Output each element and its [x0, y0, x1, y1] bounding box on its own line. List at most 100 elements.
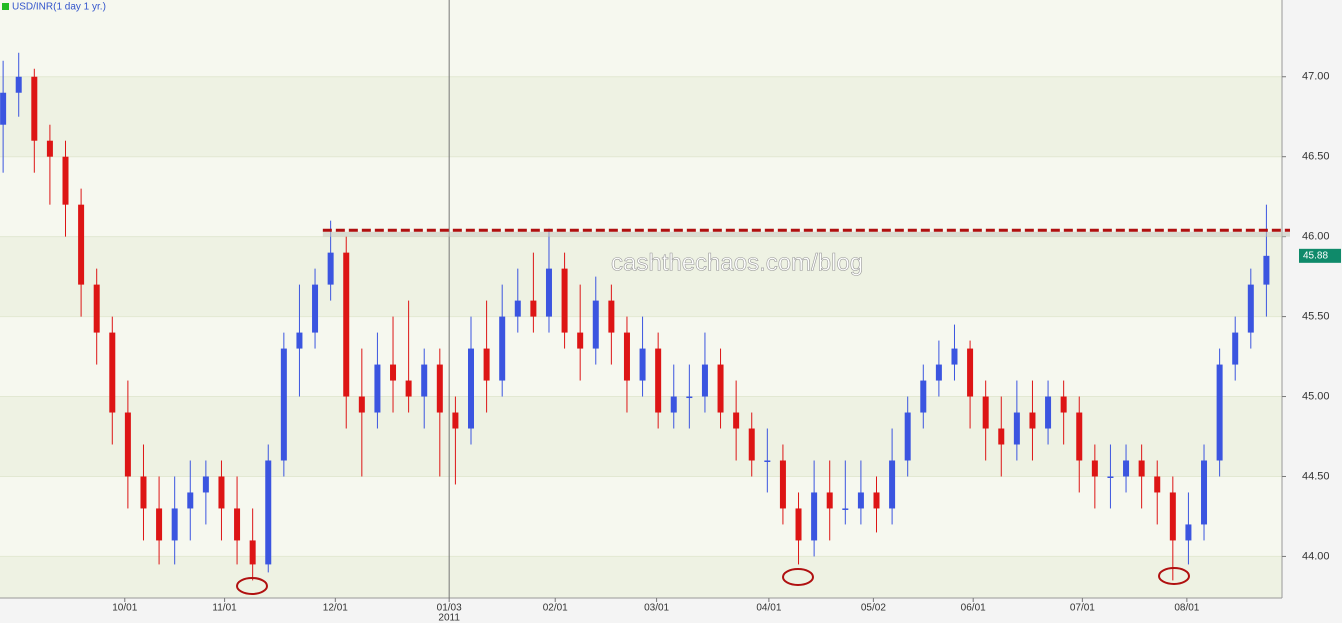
candle-body [686, 396, 693, 399]
x-tick-label: 12/01 [323, 603, 348, 614]
grid-band [0, 156, 1282, 237]
candle-body [1138, 460, 1145, 477]
candle-body [639, 348, 646, 381]
candle-body [592, 300, 599, 349]
candle-body [0, 92, 7, 125]
y-tick-label: 44.50 [1302, 470, 1330, 482]
candle-body [1076, 412, 1083, 461]
candle-body [623, 332, 630, 381]
y-tick-label: 45.50 [1302, 310, 1330, 322]
candle-body [499, 316, 506, 381]
candle-body [873, 492, 880, 509]
candle-body [93, 284, 100, 333]
candle-body [842, 508, 849, 510]
candle-body [405, 380, 412, 397]
candle-body [998, 428, 1005, 445]
candle-body [701, 364, 708, 397]
candle-body [1216, 364, 1223, 461]
x-tick-label: 04/01 [756, 603, 781, 614]
last-price-box [1299, 248, 1341, 263]
candle-body [452, 412, 459, 429]
candle-body [1060, 396, 1067, 413]
grid-band [0, 476, 1282, 557]
candle-body [608, 300, 615, 333]
chart-title: USD/INR(1 day 1 yr.) [12, 2, 106, 13]
candle-body [140, 476, 147, 509]
candle-body [1123, 460, 1130, 477]
x-tick-label: 05/02 [861, 603, 886, 614]
candle-body [748, 428, 755, 461]
candle-body [436, 364, 443, 413]
candle-body [1013, 412, 1020, 445]
candle-body [327, 252, 334, 285]
highlight-ellipse [782, 568, 814, 586]
candle-body [265, 460, 272, 565]
candle-body [249, 540, 256, 565]
candle-body [779, 460, 786, 509]
candle-body [234, 508, 241, 541]
highlight-ellipse [1158, 567, 1190, 585]
candle-body [187, 492, 194, 509]
x-tick-label: 10/01 [112, 603, 137, 614]
candle-body [312, 284, 319, 333]
y-tick-label: 46.00 [1302, 231, 1330, 243]
x-tick-label: 06/01 [961, 603, 986, 614]
grid-band [0, 0, 1282, 77]
candle-body [764, 460, 771, 462]
candle-body [15, 76, 22, 93]
candle-body [1232, 332, 1239, 365]
candle-body [795, 508, 802, 541]
candle-body [1169, 492, 1176, 541]
candle-body [171, 508, 178, 541]
x-tick-label: 07/01 [1070, 603, 1095, 614]
y-tick-label: 46.50 [1302, 151, 1330, 163]
x-tick-label: 01/03 [437, 603, 462, 614]
candle-body [733, 412, 740, 429]
y-tick-label: 44.00 [1302, 550, 1330, 562]
candle-body [514, 300, 521, 317]
candle-body [280, 348, 287, 461]
year-label: 2011 [438, 613, 460, 623]
candle-body [811, 492, 818, 541]
candle-body [296, 332, 303, 349]
y-tick-label: 45.00 [1302, 390, 1330, 402]
x-tick-label: 08/01 [1174, 603, 1199, 614]
legend-swatch [2, 3, 9, 10]
candle-body [655, 348, 662, 413]
candle-body [1045, 396, 1052, 429]
candle-body [577, 332, 584, 349]
candle-body [545, 268, 552, 317]
y-tick-label: 47.00 [1302, 71, 1330, 83]
candle-body [343, 252, 350, 397]
candle-body [218, 476, 225, 509]
candle-body [967, 348, 974, 397]
candle-body [421, 364, 428, 397]
x-tick-label: 03/01 [644, 603, 669, 614]
candle-body [982, 396, 989, 429]
candle-body [826, 492, 833, 509]
axis-panel [1282, 0, 1342, 623]
candle-body [717, 364, 724, 413]
candle-body [1154, 476, 1161, 493]
candle-body [483, 348, 490, 381]
candle-body [374, 364, 381, 413]
x-tick-label: 11/01 [212, 603, 237, 614]
candle-body [951, 348, 958, 365]
candle-body [62, 156, 69, 205]
candle-body [530, 300, 537, 317]
candle-body [1185, 524, 1192, 541]
candle-body [1201, 460, 1208, 525]
candle-body [156, 508, 163, 541]
candle-body [46, 140, 53, 157]
candle-body [78, 204, 85, 285]
candle-body [904, 412, 911, 461]
last-price-label: 45.88 [1303, 250, 1328, 261]
candle-body [670, 396, 677, 413]
candle-body [390, 364, 397, 381]
highlight-ellipse [236, 577, 268, 595]
candle-body [358, 396, 365, 413]
candle-body [935, 364, 942, 381]
x-tick-label: 02/01 [543, 603, 568, 614]
